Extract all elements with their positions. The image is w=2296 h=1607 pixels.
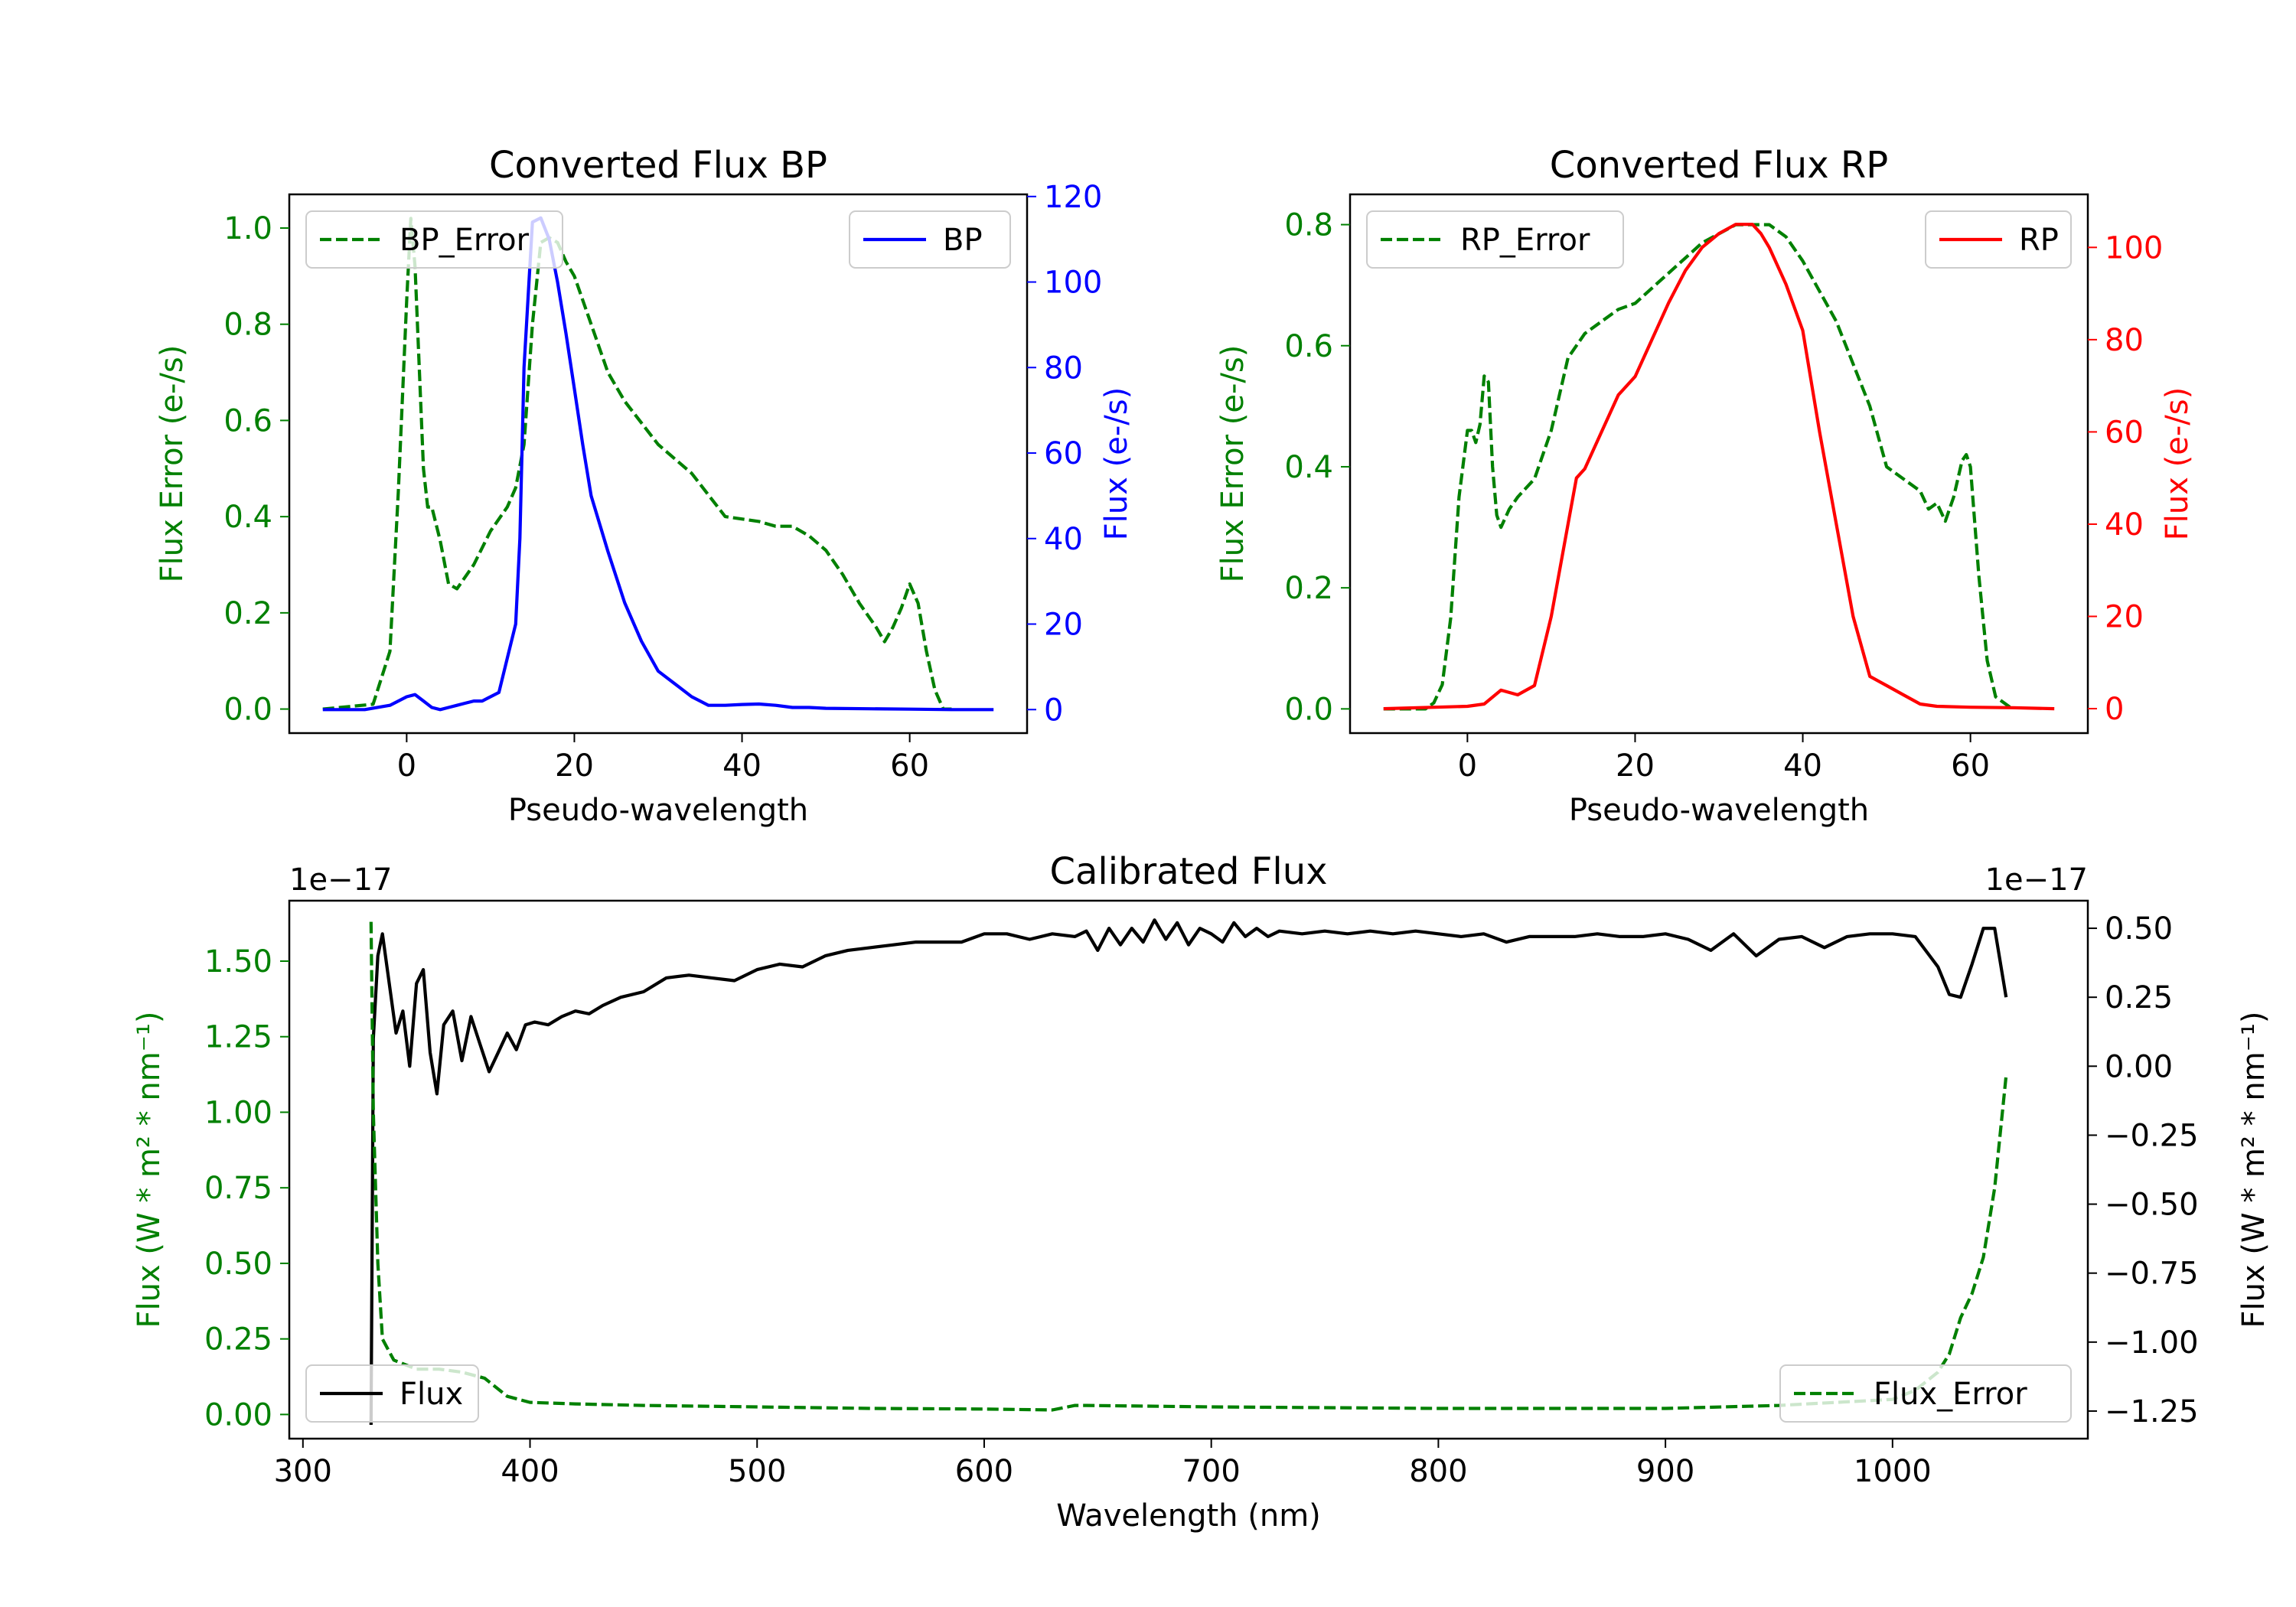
y-right-tick-label: −1.00 [2105, 1325, 2199, 1361]
y-left-tick-label: 0.25 [204, 1322, 272, 1358]
series-line-flux [369, 918, 2008, 1426]
y-right-axis-label: Flux (e-/s) [1099, 387, 1134, 540]
chart-1: 0 20 40 60 0.0 0.2 0.4 0.6 0.8 1.0 0 20 40 60 80 100 120… [155, 144, 1134, 828]
chart-title: Converted Flux BP [489, 144, 827, 187]
x-tick-label: 20 [555, 748, 594, 784]
x-tick-label: 0 [1458, 748, 1477, 784]
y-left-tick-label: 0.8 [223, 308, 272, 343]
y-left-tick-label: 0.4 [1284, 450, 1333, 485]
legend-label: RP [2019, 223, 2059, 258]
legend-right: BP [849, 210, 1011, 269]
y-right-tick-label: 20 [1044, 608, 1083, 643]
chart-title: Converted Flux RP [1550, 144, 1888, 187]
y-left-tick-label: 1.00 [204, 1095, 272, 1130]
series-line-rp-error [1383, 223, 2014, 711]
x-tick-label: 60 [1951, 748, 1990, 784]
plot-frame [288, 193, 1029, 735]
series-line-flux-error [369, 921, 2008, 1412]
x-tick-label: 0 [397, 748, 416, 784]
legend-label: Flux_Error [1874, 1377, 2027, 1412]
y-left-tick-label: 0.2 [1284, 571, 1333, 606]
y-left-tick-label: 0.75 [204, 1171, 272, 1206]
legend-box [1366, 210, 1624, 269]
y-right-axis-label: Flux (W * m² * nm⁻¹) [2236, 1012, 2272, 1328]
x-tick-label: 60 [890, 748, 929, 784]
legend-label: BP_Error [400, 223, 530, 258]
legend-left: Flux [305, 1364, 479, 1423]
y-right-axis-label: Flux (e-/s) [2160, 387, 2195, 540]
series-line-bp-error [322, 217, 952, 711]
y-left-tick-label: 0.6 [223, 403, 272, 438]
legend-box [1779, 1364, 2072, 1423]
y-left-tick-label: 0.6 [1284, 329, 1333, 364]
x-tick-label: 300 [274, 1454, 332, 1489]
x-tick-label: 500 [728, 1454, 786, 1489]
legend-right: Flux_Error [1779, 1364, 2072, 1423]
x-axis-label: Pseudo-wavelength [1569, 793, 1869, 828]
legend-box [305, 210, 563, 269]
y-right-tick-label: 80 [2105, 323, 2144, 358]
x-tick-label: 1000 [1854, 1454, 1932, 1489]
legend-right: RP [1925, 210, 2072, 269]
y-left-tick-label: 0.0 [223, 693, 272, 728]
y-left-tick-label: 0.00 [204, 1397, 272, 1433]
series-line-rp [1383, 223, 2055, 711]
x-tick-label: 400 [501, 1454, 559, 1489]
legend-label: Flux [400, 1377, 463, 1412]
y-right-tick-label: 40 [1044, 522, 1083, 557]
series-line-bp [322, 216, 994, 712]
x-tick-label: 900 [1636, 1454, 1694, 1489]
chart-title: Calibrated Flux [1049, 850, 1327, 893]
legend-left: BP_Error [305, 210, 563, 269]
legend-box [849, 210, 1011, 269]
y-right-tick-label: 80 [1044, 350, 1083, 386]
y-left-tick-label: 0.2 [223, 596, 272, 631]
offset-text-left: 1e−17 [289, 862, 392, 898]
y-left-tick-label: 1.0 [223, 211, 272, 246]
y-right-tick-label: −0.75 [2105, 1257, 2199, 1292]
x-tick-label: 40 [722, 748, 762, 784]
legend-left: RP_Error [1366, 210, 1624, 269]
y-right-tick-label: −0.50 [2105, 1188, 2199, 1223]
y-right-tick-label: 100 [1044, 266, 1102, 301]
y-right-tick-label: 0 [1044, 693, 1063, 728]
y-left-axis-label: Flux Error (e-/s) [155, 345, 190, 583]
y-right-tick-label: −0.25 [2105, 1118, 2199, 1153]
y-left-tick-label: 0.50 [204, 1247, 272, 1282]
y-left-tick-label: 0.8 [1284, 208, 1333, 243]
y-left-axis-label: Flux (W * m² * nm⁻¹) [132, 1012, 167, 1328]
chart-3: 300 400 500 600 700 800 900 1000 0.00 0.25 0.50 0.7… [132, 850, 2272, 1534]
x-tick-label: 700 [1182, 1454, 1240, 1489]
y-right-tick-label: 60 [2105, 415, 2144, 450]
y-right-tick-label: 0 [2105, 692, 2124, 727]
y-left-tick-label: 0.4 [223, 500, 272, 535]
y-right-tick-label: −1.25 [2105, 1394, 2199, 1429]
y-right-tick-label: 0.50 [2105, 911, 2173, 947]
plot-frame [288, 899, 2089, 1440]
y-right-tick-label: 100 [2105, 230, 2163, 266]
y-right-tick-label: 120 [1044, 180, 1102, 215]
y-left-axis-label: Flux Error (e-/s) [1215, 345, 1251, 583]
y-right-tick-label: 40 [2105, 507, 2144, 543]
y-right-tick-label: 0.00 [2105, 1049, 2173, 1084]
y-left-tick-label: 1.50 [204, 944, 272, 980]
y-right-tick-label: 0.25 [2105, 980, 2173, 1015]
x-tick-label: 40 [1783, 748, 1822, 784]
x-tick-label: 20 [1616, 748, 1655, 784]
x-tick-label: 600 [955, 1454, 1013, 1489]
legend-box [305, 1364, 479, 1423]
y-right-tick-label: 20 [2105, 600, 2144, 635]
chart-2: 0 20 40 60 0.0 0.2 0.4 0.6 0.8 0 20 40 60 80 100 Conver… [1215, 144, 2195, 828]
y-left-tick-label: 0.0 [1284, 692, 1333, 727]
x-tick-label: 800 [1409, 1454, 1467, 1489]
plot-frame [1349, 193, 2089, 735]
offset-text-right: 1e−17 [1985, 862, 2088, 898]
y-left-tick-label: 1.25 [204, 1020, 272, 1055]
legend-label: RP_Error [1460, 223, 1590, 258]
x-axis-label: Wavelength (nm) [1056, 1498, 1321, 1534]
x-axis-label: Pseudo-wavelength [508, 793, 808, 828]
legend-label: BP [943, 223, 983, 258]
y-right-tick-label: 60 [1044, 436, 1083, 471]
